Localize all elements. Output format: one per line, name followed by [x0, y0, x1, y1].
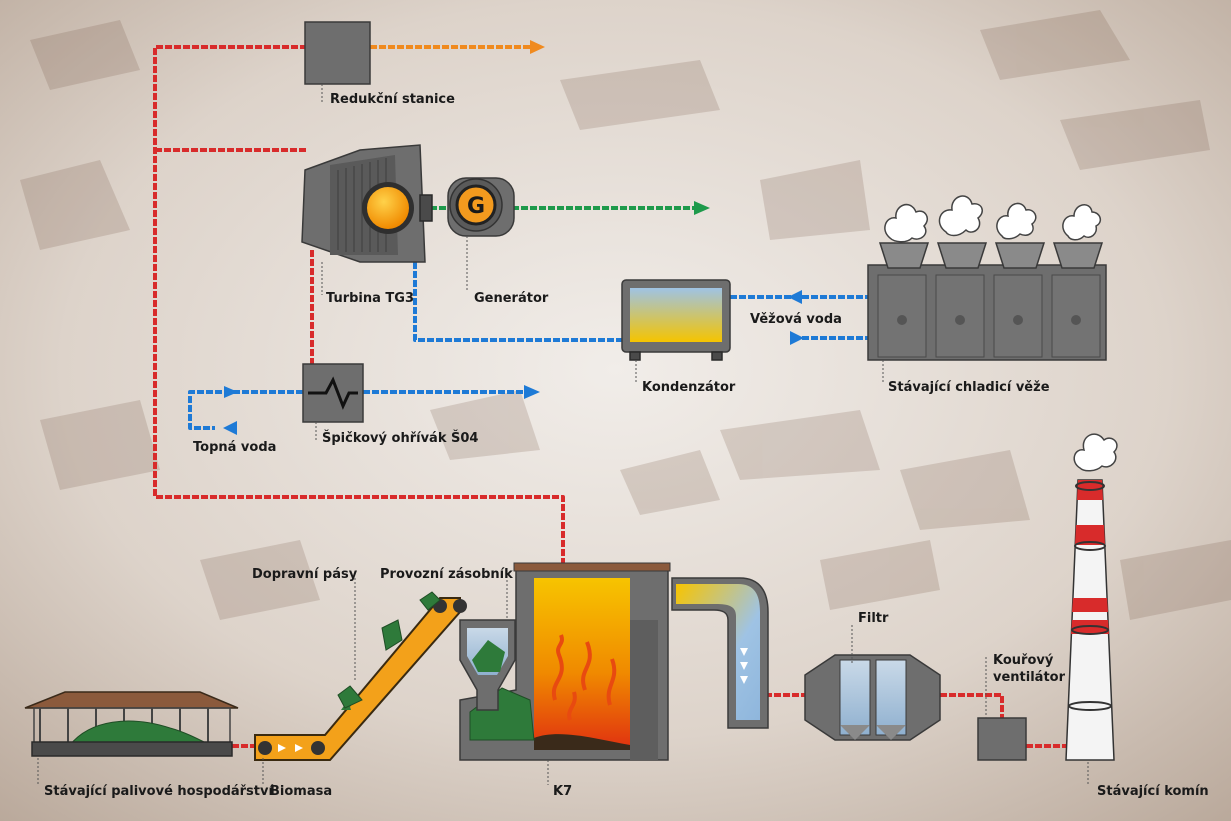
chimney-label: Stávající komín	[1097, 784, 1209, 799]
boiler-label: K7	[553, 784, 572, 799]
power-arrow	[694, 201, 710, 215]
reducing-station[interactable]	[304, 21, 371, 85]
steam-plume-icon	[884, 195, 1102, 243]
heating-water-loop	[188, 390, 303, 430]
flue-fan-label-line2: ventilátor	[993, 670, 1066, 685]
flue-fan[interactable]	[977, 717, 1027, 761]
condenser[interactable]	[621, 279, 731, 361]
peak-heater[interactable]	[302, 363, 364, 423]
reducing-station-label: Redukční stanice	[330, 92, 455, 107]
fuel-yard-label: Stávající palivové hospodářství	[44, 784, 274, 799]
cooling-towers[interactable]	[867, 195, 1107, 361]
flue-duct[interactable]	[671, 577, 769, 729]
condenser-label: Kondenzátor	[642, 380, 736, 395]
exhaust-pipe	[413, 262, 622, 342]
peak-heater-label: Špičkový ohřívák Š04	[322, 430, 478, 446]
turbine-label: Turbina TG3	[326, 291, 414, 306]
turbine[interactable]	[301, 144, 433, 263]
boiler-k7[interactable]	[459, 562, 671, 761]
tower-water-arrow-left	[788, 290, 802, 304]
service-bunker[interactable]	[459, 619, 516, 711]
filter[interactable]	[804, 654, 941, 741]
heating-water-arrow-right	[524, 385, 540, 399]
conveyor-belts-label: Dopravní pásy	[252, 567, 358, 582]
tower-water-arrow-right	[790, 331, 804, 345]
reduced-steam-arrow	[530, 40, 545, 54]
conveyor-belt[interactable]	[254, 591, 467, 761]
cooling-towers-label: Stávající chladicí věže	[888, 380, 1050, 395]
heating-water-arrow-in	[224, 386, 238, 398]
filter-label: Filtr	[858, 611, 889, 626]
fuel-yard[interactable]	[24, 691, 239, 757]
biomass-label: Biomasa	[270, 784, 332, 799]
generator-letter: G	[467, 194, 485, 219]
heating-water-arrow-out	[223, 421, 237, 435]
flue-gas-pipe-2	[940, 693, 1004, 718]
flue-fan-label-line1: Kouřový	[993, 653, 1054, 668]
generator-label: Generátor	[474, 291, 549, 306]
tower-water-label: Věžová voda	[750, 312, 842, 327]
chimney-smoke-icon	[1073, 433, 1118, 472]
steam-pipe-main	[153, 45, 565, 565]
heating-water-label: Topná voda	[193, 440, 276, 455]
flame-icon	[551, 634, 617, 721]
generator[interactable]: G	[447, 177, 515, 237]
chimney[interactable]	[1065, 433, 1118, 761]
wood-chip-texture	[20, 10, 1231, 620]
service-bunker-label: Provozní zásobník	[380, 567, 513, 582]
heater-wave-icon	[308, 376, 358, 410]
